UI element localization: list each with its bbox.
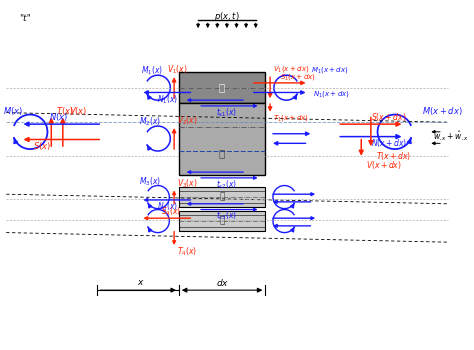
Text: $V_3(x)$: $V_3(x)$ — [177, 177, 198, 190]
Text: $M(x+dx)$: $M(x+dx)$ — [422, 105, 462, 117]
Text: $t_{s1}(x)$: $t_{s1}(x)$ — [216, 106, 237, 119]
Text: $V_1(x+dx)$: $V_1(x+dx)$ — [273, 64, 310, 75]
Bar — [179, 72, 265, 103]
Text: $V(x+dx)$: $V(x+dx)$ — [366, 159, 402, 172]
Text: $dx$: $dx$ — [216, 277, 228, 288]
Text: ②: ② — [219, 149, 225, 158]
Text: $t_{s2}(x)$: $t_{s2}(x)$ — [216, 178, 237, 191]
Bar — [179, 211, 265, 231]
Text: $x$: $x$ — [137, 278, 145, 287]
Text: $V(x)$: $V(x)$ — [69, 105, 87, 117]
Text: $N(x+dx)$: $N(x+dx)$ — [371, 137, 407, 149]
Text: $V_2(x)$: $V_2(x)$ — [177, 114, 198, 127]
Text: $M_2(x)$: $M_2(x)$ — [139, 115, 161, 127]
Text: ④: ④ — [219, 217, 225, 225]
Text: $V_1(x)$: $V_1(x)$ — [167, 63, 187, 76]
Text: "t": "t" — [19, 14, 31, 23]
Text: $t_{s3}(x)$: $t_{s3}(x)$ — [216, 209, 237, 222]
Text: $S_4(x)$: $S_4(x)$ — [161, 205, 182, 218]
Text: $w_{,x}+\hat{w}_{,x}$: $w_{,x}+\hat{w}_{,x}$ — [433, 130, 469, 144]
Text: $S(x+dx)$: $S(x+dx)$ — [371, 111, 406, 124]
Text: $T(x+dx)$: $T(x+dx)$ — [376, 150, 411, 162]
Text: $T_4(x)$: $T_4(x)$ — [177, 245, 197, 258]
Text: $M(x)$: $M(x)$ — [3, 105, 23, 117]
Text: $M_1(x+dx)$: $M_1(x+dx)$ — [311, 65, 349, 75]
Text: $S_1(x+dx)$: $S_1(x+dx)$ — [280, 72, 316, 82]
Text: $M_1(x)$: $M_1(x)$ — [141, 64, 163, 77]
Text: $M_3(x)$: $M_3(x)$ — [139, 175, 161, 188]
Text: ③: ③ — [219, 193, 225, 202]
Text: $T_1(x+dx)$: $T_1(x+dx)$ — [273, 113, 309, 124]
Text: $N(x)$: $N(x)$ — [49, 111, 68, 124]
Bar — [179, 103, 265, 175]
Text: $p(x,t)$: $p(x,t)$ — [214, 10, 240, 23]
Text: $N_3(x)$: $N_3(x)$ — [157, 201, 178, 213]
Text: ①: ① — [219, 83, 225, 92]
Text: $T(x)$: $T(x)$ — [56, 105, 74, 117]
Text: $N_1(x)$: $N_1(x)$ — [157, 94, 178, 106]
Text: $N_1(x+dx)$: $N_1(x+dx)$ — [313, 89, 350, 99]
Bar — [179, 188, 265, 206]
Text: $S(x)$: $S(x)$ — [33, 140, 51, 152]
